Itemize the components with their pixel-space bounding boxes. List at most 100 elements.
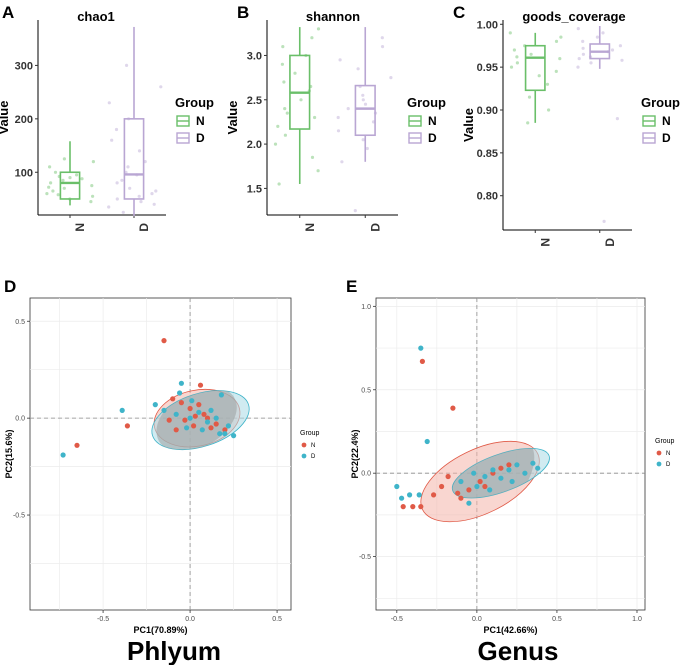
- x-tick-label: 0.5: [272, 616, 282, 623]
- point-n: [74, 442, 80, 448]
- data-point: [276, 124, 280, 128]
- data-point: [285, 111, 289, 115]
- chart-title: shannon: [306, 9, 360, 24]
- point-n: [178, 400, 184, 406]
- data-point: [310, 155, 315, 159]
- x-tick-label: 1.0: [632, 616, 642, 623]
- data-point: [90, 184, 94, 188]
- x-tick-label: D: [368, 223, 382, 232]
- data-point: [115, 197, 119, 201]
- data-point: [126, 165, 130, 169]
- point-n: [166, 417, 172, 423]
- data-point: [293, 71, 297, 75]
- panel-letter-d: D: [4, 277, 16, 296]
- data-point: [363, 102, 368, 106]
- chart-title: chao1: [77, 9, 115, 24]
- point-d: [424, 438, 430, 445]
- point-layer: [60, 338, 237, 458]
- point-d: [399, 495, 405, 501]
- data-point: [277, 182, 281, 186]
- y-tick-label: 1.0: [361, 304, 371, 311]
- point-n: [222, 427, 228, 433]
- data-point: [137, 149, 142, 153]
- y-tick-label: 0.80: [477, 191, 498, 203]
- point-n: [455, 490, 461, 496]
- point-n: [192, 413, 198, 419]
- data-point: [62, 157, 66, 161]
- point-d: [119, 407, 125, 413]
- data-point: [581, 46, 585, 50]
- y-tick-label: 1.00: [477, 19, 498, 31]
- chart-c-goods-coverage: goods_coverage Value 0.80 0.85 0.90 0.95 1.00 N…: [461, 9, 680, 247]
- data-point: [128, 186, 132, 190]
- legend-key: [301, 453, 307, 459]
- x-tick-label: D: [603, 238, 617, 247]
- legend-item: N: [196, 114, 205, 128]
- data-point: [45, 192, 49, 196]
- x-tick-label: N: [538, 238, 552, 247]
- data-point: [547, 108, 551, 112]
- data-point: [47, 185, 51, 189]
- point-n: [213, 421, 219, 427]
- box-n: [59, 171, 81, 200]
- data-point: [56, 193, 60, 197]
- y-tick-label: -0.5: [359, 554, 371, 561]
- legend-key: [656, 461, 662, 467]
- point-d: [418, 345, 424, 351]
- point-d: [231, 433, 237, 439]
- legend-title: Group: [407, 95, 446, 110]
- y-tick-label: 100: [15, 167, 33, 179]
- x-tick-label: 0.0: [472, 616, 482, 623]
- data-point: [91, 194, 95, 198]
- data-point: [159, 85, 163, 89]
- legend-title: Group: [655, 438, 675, 445]
- data-point: [380, 36, 384, 40]
- y-tick-label: 200: [15, 114, 33, 126]
- point-d: [487, 487, 493, 493]
- legend-item: N: [662, 114, 671, 128]
- point-d: [225, 423, 231, 429]
- chart-title: goods_coverage: [522, 9, 625, 24]
- data-point: [139, 200, 143, 204]
- point-n: [482, 483, 488, 490]
- y-axis-label: PC2(22.4%): [350, 429, 360, 478]
- point-d: [506, 467, 512, 473]
- legend-item: D: [311, 454, 316, 460]
- point-d: [152, 402, 158, 408]
- data-point: [576, 65, 580, 69]
- point-n: [197, 382, 204, 388]
- point-n: [466, 487, 472, 493]
- y-tick-label: 0.85: [477, 148, 498, 160]
- x-axis-label: PC1(70.89%): [133, 625, 187, 635]
- x-tick-label: D: [137, 223, 151, 232]
- data-point: [120, 178, 124, 182]
- y-axis-label: PC2(15.6%): [4, 429, 14, 478]
- data-point: [554, 39, 559, 44]
- data-point: [581, 52, 586, 56]
- point-d: [394, 483, 400, 490]
- y-tick-label: 2.5: [247, 95, 262, 107]
- point-n: [410, 504, 416, 510]
- panel-letter-b: B: [237, 3, 249, 22]
- point-d: [187, 415, 193, 421]
- point-n: [418, 504, 424, 510]
- point-d: [535, 465, 541, 471]
- point-n: [196, 402, 202, 408]
- point-d: [217, 431, 223, 437]
- data-point: [68, 176, 72, 180]
- point-d: [466, 500, 472, 506]
- data-point: [515, 55, 519, 59]
- data-point: [365, 146, 369, 151]
- data-point: [53, 170, 58, 174]
- point-d: [189, 398, 195, 404]
- data-point: [526, 121, 530, 125]
- panel-letter-c: C: [453, 3, 465, 22]
- y-tick-label: 0.5: [361, 387, 371, 394]
- y-tick-label: 0.95: [477, 62, 498, 74]
- point-d: [196, 409, 202, 415]
- y-tick-label: -0.5: [13, 513, 25, 520]
- point-n: [161, 338, 167, 344]
- data-point: [338, 58, 342, 62]
- data-point: [75, 173, 79, 177]
